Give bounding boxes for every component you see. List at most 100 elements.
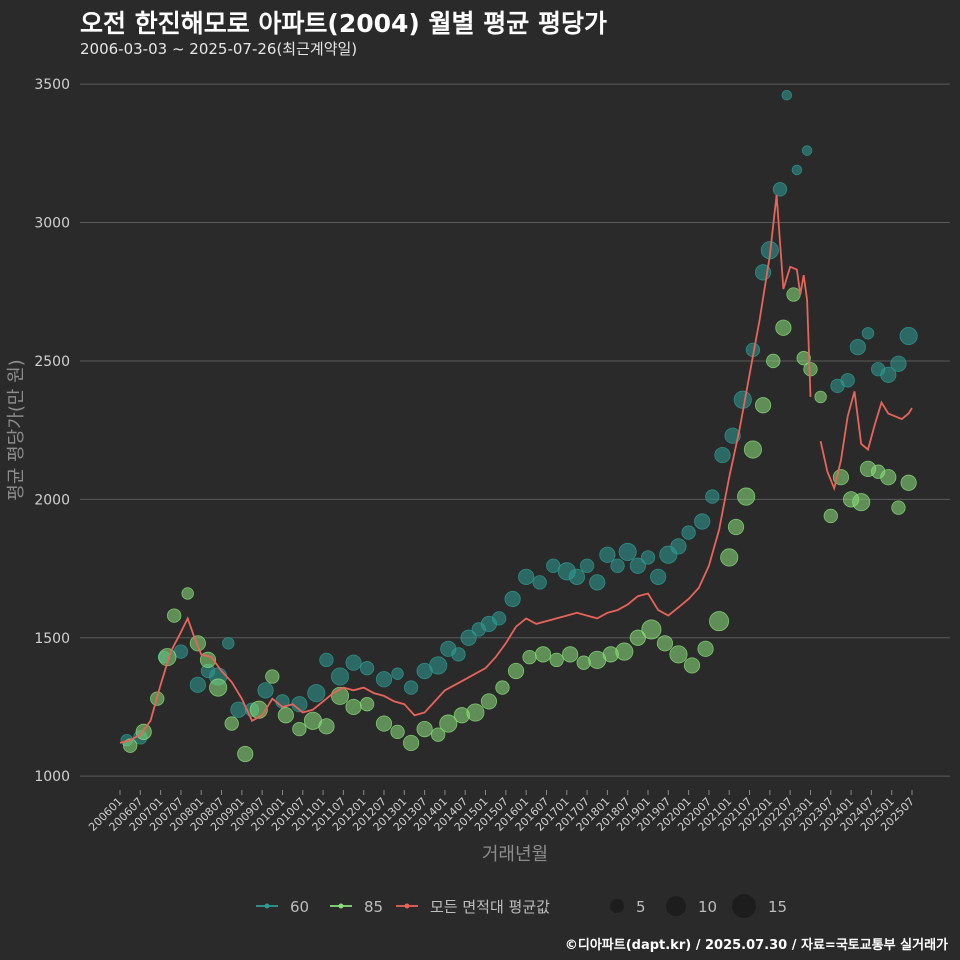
data-point bbox=[504, 590, 521, 608]
data-point bbox=[709, 611, 730, 632]
legend: 60 85 모든 면적대 평균값 5 10 15 bbox=[256, 894, 787, 918]
legend-size-circle bbox=[666, 896, 686, 916]
average-line bbox=[119, 194, 913, 744]
data-point bbox=[899, 326, 918, 346]
y-axis-ticks: 1000 1500 2000 2500 3000 3500 bbox=[34, 77, 70, 785]
data-point bbox=[158, 648, 177, 667]
data-point bbox=[375, 715, 393, 732]
data-point bbox=[900, 474, 917, 491]
legend-size-circle bbox=[732, 894, 756, 918]
data-point bbox=[549, 652, 564, 668]
data-point bbox=[345, 698, 362, 716]
data-point bbox=[618, 542, 637, 561]
data-point bbox=[318, 718, 335, 735]
data-point bbox=[522, 649, 537, 665]
data-point bbox=[181, 587, 194, 600]
x-axis-label: 거래년월 bbox=[482, 844, 548, 865]
data-point bbox=[861, 327, 875, 340]
data-point bbox=[801, 145, 813, 156]
y-tick-label: 2000 bbox=[34, 492, 70, 508]
data-point bbox=[209, 678, 228, 697]
data-point bbox=[641, 619, 662, 640]
data-point bbox=[880, 366, 897, 383]
data-point bbox=[359, 661, 375, 676]
data-point bbox=[277, 707, 294, 724]
data-point bbox=[840, 373, 855, 388]
legend-size-label: 10 bbox=[698, 898, 717, 916]
data-point bbox=[480, 693, 498, 710]
data-point bbox=[189, 635, 206, 652]
y-tick-label: 3500 bbox=[34, 77, 70, 93]
data-point bbox=[416, 721, 433, 738]
y-tick-label: 3000 bbox=[34, 216, 70, 232]
data-point bbox=[189, 676, 206, 693]
data-point bbox=[629, 557, 646, 574]
data-point bbox=[640, 550, 656, 565]
data-point bbox=[775, 319, 792, 336]
data-point bbox=[786, 287, 801, 302]
data-point bbox=[345, 654, 362, 671]
data-point bbox=[656, 635, 674, 652]
y-tick-label: 2500 bbox=[34, 354, 70, 370]
data-point bbox=[403, 680, 419, 695]
data-point bbox=[292, 721, 307, 737]
legend-size-label: 15 bbox=[768, 898, 787, 916]
data-point bbox=[610, 558, 625, 573]
data-point bbox=[507, 662, 525, 680]
data-point bbox=[849, 339, 866, 356]
data-point bbox=[670, 538, 687, 555]
data-point bbox=[737, 487, 756, 506]
data-point bbox=[518, 568, 535, 585]
data-point bbox=[669, 645, 688, 664]
data-point bbox=[683, 657, 701, 674]
data-point bbox=[257, 682, 274, 699]
data-point bbox=[429, 656, 448, 675]
average-line-segment bbox=[819, 391, 913, 492]
data-point bbox=[681, 525, 696, 540]
data-point bbox=[720, 548, 739, 567]
data-point bbox=[791, 164, 803, 176]
average-line-segment bbox=[119, 194, 812, 744]
data-point bbox=[890, 355, 907, 372]
data-point bbox=[796, 351, 811, 366]
data-point bbox=[733, 390, 752, 409]
legend-label: 모든 면적대 평균값 bbox=[430, 898, 550, 916]
data-point bbox=[754, 397, 772, 414]
y-tick-label: 1500 bbox=[34, 631, 70, 647]
data-point bbox=[615, 642, 634, 661]
legend-label: 85 bbox=[364, 898, 383, 916]
legend-dot bbox=[404, 903, 410, 909]
data-point bbox=[123, 738, 138, 753]
data-point bbox=[599, 546, 616, 563]
data-point bbox=[460, 629, 477, 646]
data-point bbox=[491, 611, 507, 626]
legend-label: 60 bbox=[290, 898, 309, 916]
data-point bbox=[375, 671, 393, 688]
data-point bbox=[359, 697, 375, 712]
data-point bbox=[694, 513, 711, 530]
data-point bbox=[135, 723, 152, 740]
data-point bbox=[568, 568, 586, 585]
data-point bbox=[495, 680, 510, 695]
data-point bbox=[766, 353, 781, 369]
y-tick-label: 1000 bbox=[34, 769, 70, 785]
data-point bbox=[891, 500, 906, 515]
legend-dot bbox=[338, 903, 344, 909]
data-point bbox=[814, 390, 827, 404]
legend-size-circle bbox=[610, 899, 624, 913]
legend-dot bbox=[264, 903, 270, 909]
data-point bbox=[579, 558, 595, 573]
chart-subtitle: 2006-03-03 ~ 2025-07-26(최근계약일) bbox=[80, 40, 358, 58]
data-point bbox=[224, 716, 239, 731]
data-point bbox=[629, 629, 646, 646]
data-point bbox=[319, 652, 334, 668]
data-point bbox=[167, 608, 182, 623]
data-point bbox=[743, 440, 762, 459]
credit-text: ©디아파트(dapt.kr) / 2025.07.30 / 자료=국토교통부 실… bbox=[564, 938, 948, 953]
data-point bbox=[589, 574, 606, 591]
data-point bbox=[265, 669, 280, 684]
data-point bbox=[431, 727, 446, 742]
data-point bbox=[781, 89, 793, 101]
data-point bbox=[852, 493, 871, 512]
